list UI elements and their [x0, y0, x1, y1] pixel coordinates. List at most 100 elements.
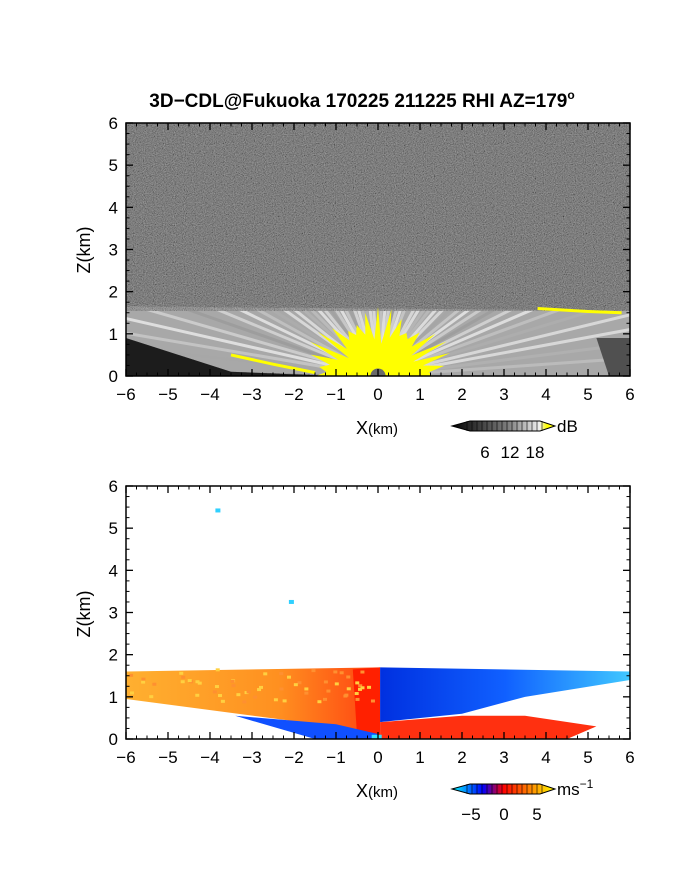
speckle — [149, 695, 153, 698]
velocity-panel: −6 −5 −4 −3 −2 −1 0 1 2 3 4 5 6 0 1 2 3 4 5 6 Z(km) X(km) m… — [74, 477, 635, 824]
colorbar-tick-label: 12 — [501, 443, 520, 462]
speckle — [360, 671, 364, 674]
x-tick-label: 1 — [415, 385, 424, 404]
x-tick-label: 3 — [499, 385, 508, 404]
speckle — [232, 684, 236, 687]
speckle — [346, 675, 350, 678]
reflectivity-xlabel: X(km) — [356, 418, 398, 438]
velocity-ylabel: Z(km) — [74, 591, 94, 638]
speckle — [279, 672, 283, 675]
speckle — [242, 700, 246, 703]
speckle — [188, 679, 192, 682]
reflectivity-ylabel: Z(km) — [74, 227, 94, 274]
x-tick-label: −2 — [284, 748, 303, 767]
speckle — [324, 680, 328, 683]
colorbar-tick-label: 18 — [526, 443, 545, 462]
colorbar-tick-label: −5 — [461, 805, 480, 824]
colorbar-bar — [452, 784, 555, 794]
speckle — [311, 669, 315, 672]
speckle — [141, 681, 145, 684]
speckle — [323, 698, 327, 701]
core-region — [353, 667, 380, 739]
x-tick-label: 6 — [625, 748, 634, 767]
y-tick-label: 3 — [109, 241, 118, 260]
colorbar-unit: ms−1 — [557, 777, 594, 799]
x-tick-label: 5 — [583, 385, 592, 404]
x-tick-label: 6 — [625, 385, 634, 404]
y-tick-label: 5 — [109, 519, 118, 538]
x-tick-label: 4 — [541, 748, 550, 767]
speckle — [335, 682, 339, 685]
speckle — [304, 692, 308, 695]
x-tick-label: −4 — [200, 748, 219, 767]
y-tick-label: 1 — [109, 325, 118, 344]
x-tick-label: 4 — [541, 385, 550, 404]
speckle — [236, 693, 240, 696]
speckle — [333, 670, 337, 673]
y-tick-label: 2 — [109, 283, 118, 302]
speckle — [179, 672, 183, 675]
speckle — [371, 699, 375, 702]
speckle — [274, 698, 278, 701]
x-tick-label: −6 — [116, 748, 135, 767]
x-tick-label: 1 — [415, 748, 424, 767]
speckle — [218, 694, 222, 697]
y-tick-label: 1 — [109, 688, 118, 707]
speckle — [355, 681, 359, 684]
speckle — [283, 699, 287, 702]
speckle — [367, 686, 371, 689]
y-tick-label: 6 — [109, 114, 118, 133]
free-atmosphere-noise — [126, 115, 630, 311]
colorbar-bar — [452, 421, 555, 431]
speckle — [231, 680, 235, 683]
y-tick-label: 4 — [109, 561, 118, 580]
y-tick-label: 0 — [109, 367, 118, 386]
colorbar-tick-label: 5 — [532, 805, 541, 824]
speckle — [347, 687, 351, 690]
speckle — [216, 668, 220, 671]
x-tick-label: −1 — [326, 385, 345, 404]
speckle — [326, 690, 330, 693]
speckle — [129, 674, 133, 677]
y-tick-label: 2 — [109, 646, 118, 665]
speckle — [287, 676, 291, 679]
speckle — [304, 687, 308, 690]
speckle — [253, 696, 257, 699]
x-tick-label: −6 — [116, 385, 135, 404]
x-tick-label: −3 — [242, 385, 261, 404]
speckle — [215, 685, 219, 688]
x-tick-label: 2 — [457, 748, 466, 767]
speckle — [340, 671, 344, 674]
y-tick-label: 3 — [109, 604, 118, 623]
x-tick-label: −5 — [158, 385, 177, 404]
chart-title: 3D−CDL@Fukuoka 170225 211225 RHI AZ=179o — [149, 88, 574, 112]
x-tick-label: 5 — [583, 748, 592, 767]
y-tick-label: 6 — [109, 477, 118, 496]
x-tick-label: 2 — [457, 385, 466, 404]
speckle — [279, 687, 283, 690]
x-tick-label: −4 — [200, 385, 219, 404]
speckle — [355, 692, 359, 695]
velocity-xlabel: X(km) — [356, 781, 398, 801]
isolated-echo — [215, 508, 220, 512]
reflectivity-plot-area — [44, 39, 680, 376]
x-tick-label: −1 — [326, 748, 345, 767]
x-tick-label: 0 — [373, 385, 382, 404]
velocity-plot-area — [126, 486, 630, 739]
speckle — [221, 700, 225, 703]
speckle — [360, 686, 364, 689]
x-tick-label: 0 — [373, 748, 382, 767]
speckle — [263, 672, 267, 675]
speckle — [317, 700, 321, 703]
reflectivity-colorbar: dB 6 12 18 — [452, 417, 578, 462]
speckle — [198, 682, 202, 685]
speckle — [181, 676, 185, 679]
speckle — [152, 683, 156, 686]
speckle — [294, 683, 298, 686]
speckle — [195, 694, 199, 697]
x-tick-label: 3 — [499, 748, 508, 767]
speckle — [297, 681, 301, 684]
y-tick-label: 4 — [109, 198, 118, 217]
colorbar-tick-label: 6 — [480, 443, 489, 462]
colorbar-tick-label: 0 — [499, 805, 508, 824]
